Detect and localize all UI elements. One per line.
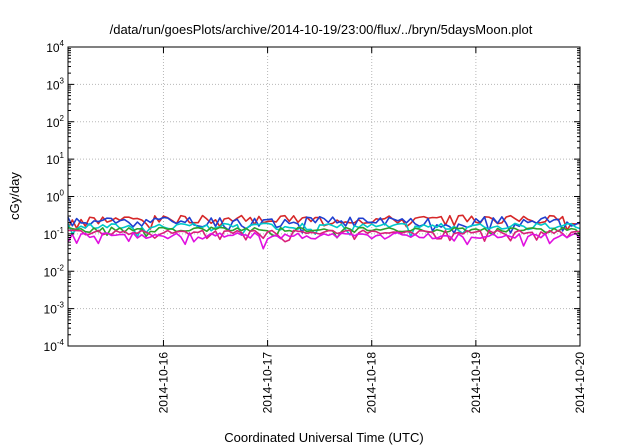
y-tick-label: 102 [46, 114, 64, 130]
y-tick-label: 10-3 [44, 301, 65, 317]
x-tick-label: 2014-10-16 [156, 352, 170, 414]
chart-title: /data/run/goesPlots/archive/2014-10-19/2… [110, 22, 533, 37]
y-tick-label: 10-2 [44, 263, 65, 279]
x-axis-ticks: 2014-10-16 2014-10-17 2014-10-18 2014-10-19… [156, 47, 587, 413]
x-tick-label: 2014-10-17 [261, 352, 275, 414]
series-line [67, 229, 581, 243]
x-tick-label: 2014-10-20 [573, 352, 587, 414]
y-axis-label: cGy/day [7, 172, 22, 220]
series-line [67, 222, 581, 238]
y-tick-label: 10-4 [44, 338, 65, 354]
y-tick-label: 100 [46, 189, 64, 205]
y-tick-label: 101 [46, 151, 64, 167]
grid-lines [68, 47, 580, 346]
y-tick-label: 10-1 [44, 226, 65, 242]
y-tick-label: 104 [46, 39, 64, 55]
x-tick-label: 2014-10-18 [365, 352, 379, 414]
x-tick-label: 2014-10-19 [469, 352, 483, 414]
y-axis-ticks: 104 103 102 101 100 10-1 10-2 10-3 10-4 [44, 39, 580, 354]
series-line [67, 215, 581, 234]
y-tick-label: 103 [46, 76, 64, 92]
series-group [67, 214, 581, 250]
series-line [67, 231, 581, 250]
x-axis-label: Coordinated Universal Time (UTC) [224, 430, 423, 445]
